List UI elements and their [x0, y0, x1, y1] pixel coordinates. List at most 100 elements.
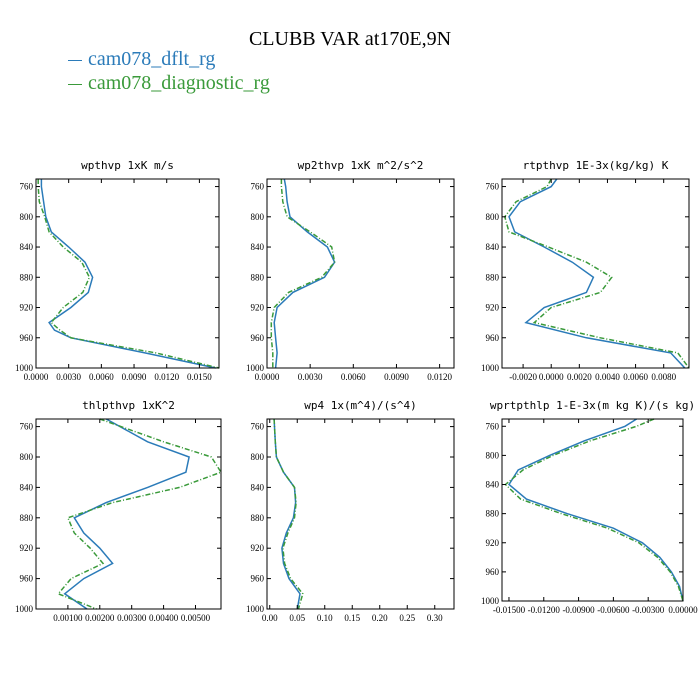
x-tick-label: -0.01500: [493, 605, 526, 615]
plot-frame: [266, 418, 455, 610]
y-tick-label: 760: [251, 182, 265, 192]
y-tick-label: 840: [251, 482, 265, 492]
legend-label-dflt: cam078_dflt_rg: [88, 48, 216, 70]
y-tick-label: 800: [251, 452, 265, 462]
series-line-dflt: [63, 418, 190, 610]
y-tick-label: 880: [20, 513, 34, 523]
y-tick-label: 1000: [246, 363, 265, 373]
y-tick-label: 880: [251, 513, 265, 523]
y-tick-label: 880: [486, 272, 500, 282]
chart-4: thlpthvp 1xK^2 760 800 840 880 920 960 1000 0.00…: [15, 399, 223, 623]
x-tick-label: 0.0060: [341, 372, 366, 382]
legend-item-diagnostic: cam078_diagnostic_rg: [68, 72, 270, 95]
y-tick-label: 800: [486, 212, 500, 222]
plot-frame: [266, 178, 455, 369]
chart-title: wpthvp 1xK m/s: [81, 159, 174, 172]
plot-frame: [501, 418, 684, 602]
y-tick-label: 800: [20, 212, 34, 222]
series-line-dflt: [273, 178, 336, 369]
y-tick-label: 920: [251, 303, 265, 313]
y-tick-label: 1000: [15, 363, 34, 373]
x-tick-label: -0.01200: [528, 605, 561, 615]
legend-swatch-diagnostic: [68, 83, 82, 85]
y-tick-label: 760: [486, 182, 500, 192]
y-tick-label: 920: [486, 538, 500, 548]
y-tick-label: 880: [251, 272, 265, 282]
y-tick-label: 960: [251, 574, 265, 584]
y-tick-label: 800: [251, 212, 265, 222]
chart-5: wp4 1x(m^4)/(s^4)76080084088092096010000…: [246, 399, 455, 623]
y-tick-label: 840: [251, 242, 265, 252]
y-tick-label: 1000: [481, 596, 500, 606]
y-tick-label: 880: [20, 272, 34, 282]
x-tick-label: 0.00100: [53, 613, 83, 623]
series-line-diagnostic: [504, 418, 684, 602]
chart-2: wp2thvp 1xK m^2/s^2 760 800 840 880 920 960 100…: [246, 159, 455, 382]
y-tick-label: 840: [20, 482, 34, 492]
series-line-dflt: [508, 418, 684, 602]
x-tick-label: 0.00: [262, 613, 278, 623]
x-tick-label: 0.0060: [89, 372, 114, 382]
x-tick-label: 0.10: [317, 613, 333, 623]
y-tick-label: 960: [251, 333, 265, 343]
x-tick-label: 0.00000: [668, 605, 698, 615]
x-tick-label: 0.0080: [651, 372, 676, 382]
x-tick-label: 0.00400: [149, 613, 179, 623]
series-line-diagnostic: [57, 418, 223, 610]
legend-item-dflt: cam078_dflt_rg: [68, 48, 215, 71]
x-tick-label: 0.0090: [122, 372, 147, 382]
x-tick-label: 0.05: [289, 613, 305, 623]
x-tick-label: 0.30: [427, 613, 443, 623]
y-tick-label: 1000: [15, 604, 34, 614]
x-tick-label: 0.0000: [539, 372, 564, 382]
x-tick-label: 0.0060: [623, 372, 648, 382]
x-tick-label: 0.00200: [85, 613, 115, 623]
x-tick-label: 0.0120: [427, 372, 452, 382]
chart-title: wp4 1x(m^4)/(s^4): [304, 399, 417, 412]
x-tick-label: 0.15: [344, 613, 360, 623]
series-line-diagnostic: [37, 179, 220, 369]
x-tick-label: -0.00600: [597, 605, 630, 615]
series-line-dflt: [273, 418, 301, 610]
y-tick-label: 880: [486, 509, 500, 519]
x-tick-label: 0.00500: [181, 613, 211, 623]
series-line-diagnostic: [273, 418, 304, 610]
x-tick-label: 0.0120: [154, 372, 179, 382]
x-tick-label: 0.25: [399, 613, 415, 623]
x-tick-label: -0.00300: [632, 605, 665, 615]
page-title: CLUBB VAR at170E,9N: [248, 28, 452, 50]
x-tick-label: 0.0030: [56, 372, 81, 382]
chart-title: wprtpthlp 1-E-3x(m kg K)/(s kg): [490, 399, 695, 412]
y-tick-label: 800: [486, 450, 500, 460]
legend-label-diagnostic: cam078_diagnostic_rg: [88, 72, 270, 94]
chart-6: wprtpthlp 1-E-3x(m kg K)/(s kg) 760 800 840…: [481, 399, 698, 615]
y-tick-label: 760: [20, 422, 34, 432]
x-tick-label: 0.0090: [384, 372, 409, 382]
x-tick-label: -0.0020: [509, 372, 537, 382]
y-tick-label: 960: [20, 333, 34, 343]
series-line-diagnostic: [270, 179, 336, 368]
x-tick-label: -0.00900: [562, 605, 595, 615]
y-tick-label: 760: [251, 422, 265, 432]
y-tick-label: 840: [486, 480, 500, 490]
x-tick-label: 0.0030: [298, 372, 323, 382]
y-tick-label: 1000: [246, 604, 265, 614]
y-tick-label: 920: [20, 303, 34, 313]
x-tick-label: 0.0040: [595, 372, 620, 382]
x-tick-label: 0.0000: [24, 372, 49, 382]
y-tick-label: 840: [486, 242, 500, 252]
x-tick-label: 0.00300: [117, 613, 147, 623]
plot-frame: [35, 418, 222, 610]
plot-frame: [35, 178, 220, 369]
y-tick-label: 920: [251, 543, 265, 553]
y-tick-label: 960: [486, 333, 500, 343]
y-tick-label: 960: [20, 574, 34, 584]
chart-1: wpthvp 1xK m/s76080084088092096010000.00…: [15, 159, 220, 382]
chart-3: rtpthvp 1E-3x(kg/kg) K 760 800 840 880 920 960…: [481, 159, 690, 382]
legend-swatch-dflt: [68, 59, 82, 61]
chart-title: thlpthvp 1xK^2: [82, 399, 175, 412]
x-tick-label: 0.0020: [567, 372, 592, 382]
x-tick-label: 0.0150: [187, 372, 212, 382]
plot-frame: [501, 178, 690, 369]
